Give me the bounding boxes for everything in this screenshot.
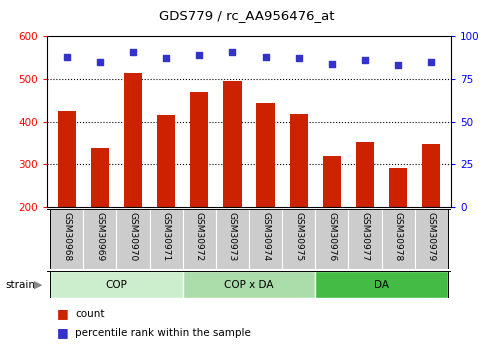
Bar bbox=[58, 111, 76, 207]
Bar bbox=[183, 209, 216, 269]
Bar bbox=[415, 209, 448, 269]
Bar bbox=[315, 271, 448, 298]
Bar bbox=[289, 114, 308, 207]
Text: count: count bbox=[75, 309, 105, 319]
Text: percentile rank within the sample: percentile rank within the sample bbox=[75, 328, 251, 338]
Text: ■: ■ bbox=[57, 307, 69, 321]
Bar bbox=[349, 209, 382, 269]
Point bbox=[195, 52, 203, 58]
Text: GSM30977: GSM30977 bbox=[360, 212, 369, 261]
Bar bbox=[149, 209, 183, 269]
Point bbox=[361, 57, 369, 63]
Text: GSM30973: GSM30973 bbox=[228, 212, 237, 261]
Point bbox=[96, 59, 104, 65]
Text: COP x DA: COP x DA bbox=[224, 280, 274, 289]
Text: COP: COP bbox=[106, 280, 127, 289]
Text: GSM30976: GSM30976 bbox=[327, 212, 336, 261]
Text: GSM30972: GSM30972 bbox=[195, 212, 204, 261]
Point bbox=[129, 49, 137, 55]
Text: GSM30979: GSM30979 bbox=[427, 212, 436, 261]
Text: GSM30969: GSM30969 bbox=[95, 212, 105, 261]
Point bbox=[63, 54, 70, 59]
Bar bbox=[216, 209, 249, 269]
Text: GSM30970: GSM30970 bbox=[129, 212, 138, 261]
Bar bbox=[223, 81, 242, 207]
Bar bbox=[249, 209, 282, 269]
Bar bbox=[183, 271, 315, 298]
Text: GSM30971: GSM30971 bbox=[162, 212, 171, 261]
Text: strain: strain bbox=[5, 280, 35, 289]
Bar bbox=[256, 103, 275, 207]
Text: GSM30975: GSM30975 bbox=[294, 212, 303, 261]
Bar bbox=[190, 92, 209, 207]
Point bbox=[295, 56, 303, 61]
Bar bbox=[356, 142, 374, 207]
Bar bbox=[124, 72, 142, 207]
Bar bbox=[91, 148, 109, 207]
Bar bbox=[282, 209, 315, 269]
Text: ▶: ▶ bbox=[34, 280, 42, 289]
Bar bbox=[50, 209, 83, 269]
Bar bbox=[50, 271, 183, 298]
Bar bbox=[116, 209, 149, 269]
Point bbox=[427, 59, 435, 65]
Bar bbox=[389, 168, 407, 207]
Bar bbox=[315, 209, 349, 269]
Point bbox=[394, 62, 402, 68]
Bar bbox=[422, 144, 440, 207]
Bar bbox=[157, 115, 175, 207]
Point bbox=[228, 49, 236, 55]
Point bbox=[328, 61, 336, 66]
Bar bbox=[382, 209, 415, 269]
Bar bbox=[323, 156, 341, 207]
Point bbox=[162, 56, 170, 61]
Text: ■: ■ bbox=[57, 326, 69, 339]
Point bbox=[262, 54, 270, 59]
Text: GDS779 / rc_AA956476_at: GDS779 / rc_AA956476_at bbox=[159, 9, 334, 22]
Text: GSM30974: GSM30974 bbox=[261, 212, 270, 261]
Bar bbox=[83, 209, 116, 269]
Text: DA: DA bbox=[374, 280, 389, 289]
Text: GSM30978: GSM30978 bbox=[393, 212, 403, 261]
Text: GSM30968: GSM30968 bbox=[62, 212, 71, 261]
